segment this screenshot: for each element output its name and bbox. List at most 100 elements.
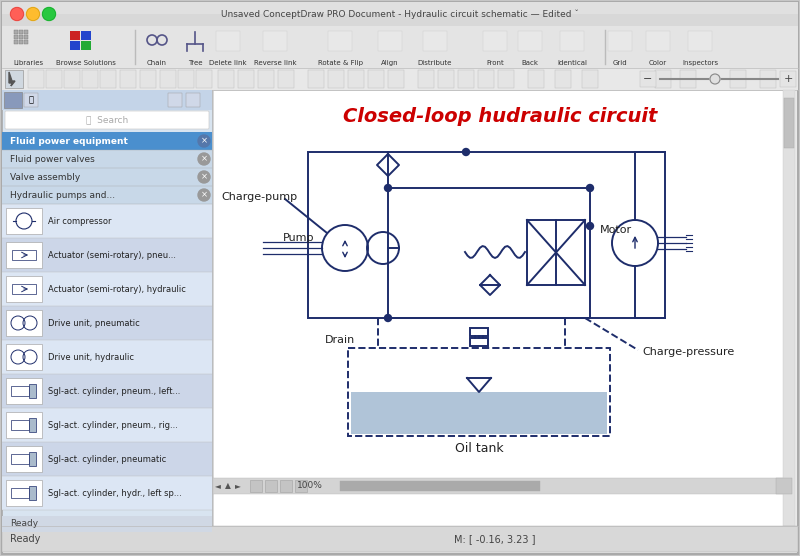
Bar (470, 338, 488, 346)
Bar (100, 70, 116, 88)
Text: 100%: 100% (297, 481, 323, 490)
Bar (608, 31, 632, 51)
Bar (655, 70, 671, 88)
Text: Chain: Chain (147, 60, 167, 66)
Bar (308, 70, 324, 88)
Text: Ready: Ready (10, 519, 38, 529)
Bar (6, 344, 42, 370)
Text: ×: × (201, 155, 207, 163)
Bar (646, 31, 670, 51)
Text: −: − (643, 74, 653, 84)
Text: 🔍  Search: 🔍 Search (86, 116, 128, 125)
Bar (308, 152, 665, 318)
Text: Sgl-act. cylinder, pneumatic: Sgl-act. cylinder, pneumatic (48, 454, 166, 464)
Text: ×: × (201, 191, 207, 200)
Circle shape (198, 135, 210, 147)
Bar (328, 70, 344, 88)
Text: Sgl-act. cylinder, hydr., left sp...: Sgl-act. cylinder, hydr., left sp... (48, 489, 182, 498)
Bar (263, 31, 287, 51)
Bar (478, 70, 494, 88)
Bar (348, 70, 364, 88)
Bar (29, 384, 36, 398)
Bar (730, 70, 746, 88)
Text: ◄: ◄ (215, 481, 221, 490)
Text: Motor: Motor (600, 225, 632, 235)
Bar (6, 310, 42, 336)
Text: Actuator (semi-rotary), hydraulic: Actuator (semi-rotary), hydraulic (48, 285, 186, 294)
Bar (82, 70, 98, 88)
Bar (46, 70, 62, 88)
Bar (388, 70, 404, 88)
Text: Inspectors: Inspectors (682, 60, 718, 66)
Bar (6, 276, 42, 302)
Bar (24, 35, 28, 39)
Bar (218, 70, 234, 88)
Bar (24, 40, 28, 44)
Text: Air compressor: Air compressor (48, 216, 111, 226)
Text: Grid: Grid (613, 60, 627, 66)
Bar (4, 92, 22, 108)
Bar (81, 31, 91, 40)
Bar (280, 480, 292, 492)
Bar (2, 150, 212, 168)
Text: Sgl-act. cylinder, pneum., left...: Sgl-act. cylinder, pneum., left... (48, 386, 180, 395)
Bar (2, 204, 212, 238)
Bar (2, 68, 798, 90)
Text: Unsaved ConceptDraw PRO Document - Hydraulic circuit schematic — Edited ˇ: Unsaved ConceptDraw PRO Document - Hydra… (221, 9, 579, 19)
Bar (6, 446, 42, 472)
Bar (196, 70, 212, 88)
Bar (70, 41, 80, 50)
Bar (2, 340, 212, 374)
Bar (2, 90, 212, 110)
Text: Ready: Ready (10, 534, 40, 544)
Text: Libraries: Libraries (13, 60, 43, 66)
Bar (24, 93, 38, 107)
Bar (186, 93, 200, 107)
Text: Drive unit, pneumatic: Drive unit, pneumatic (48, 319, 140, 327)
Text: Color: Color (649, 60, 667, 66)
Bar (2, 238, 212, 272)
Bar (213, 478, 783, 494)
Text: Tree: Tree (188, 60, 202, 66)
Bar (378, 31, 402, 51)
Bar (423, 31, 447, 51)
Circle shape (385, 185, 391, 191)
Text: Reverse link: Reverse link (254, 60, 296, 66)
Bar (498, 70, 514, 88)
Bar (14, 35, 18, 39)
Bar (2, 408, 212, 442)
Text: Fluid power valves: Fluid power valves (10, 155, 94, 163)
Bar (2, 516, 212, 532)
Bar (483, 31, 507, 51)
Bar (2, 132, 212, 150)
Bar (29, 452, 36, 466)
Bar (6, 208, 42, 234)
Bar (250, 480, 262, 492)
Text: Drain: Drain (325, 335, 355, 345)
Bar (6, 412, 42, 438)
Bar (5, 70, 23, 88)
Circle shape (198, 153, 210, 165)
Bar (11, 420, 29, 430)
Bar (2, 2, 798, 14)
Bar (19, 40, 23, 44)
Bar (12, 250, 36, 260)
Bar (11, 386, 29, 396)
Bar (780, 71, 796, 87)
Bar (776, 478, 792, 494)
Bar (216, 31, 240, 51)
Bar (120, 70, 136, 88)
Bar (783, 90, 795, 526)
Circle shape (198, 189, 210, 201)
Bar (6, 480, 42, 506)
Bar (340, 481, 540, 491)
Circle shape (462, 148, 470, 156)
Text: Hydraulic pumps and...: Hydraulic pumps and... (10, 191, 115, 200)
Bar (19, 30, 23, 34)
Bar (160, 70, 176, 88)
Bar (2, 476, 212, 510)
Bar (470, 328, 488, 336)
Bar (28, 70, 44, 88)
Bar (348, 348, 610, 436)
Circle shape (42, 7, 55, 21)
